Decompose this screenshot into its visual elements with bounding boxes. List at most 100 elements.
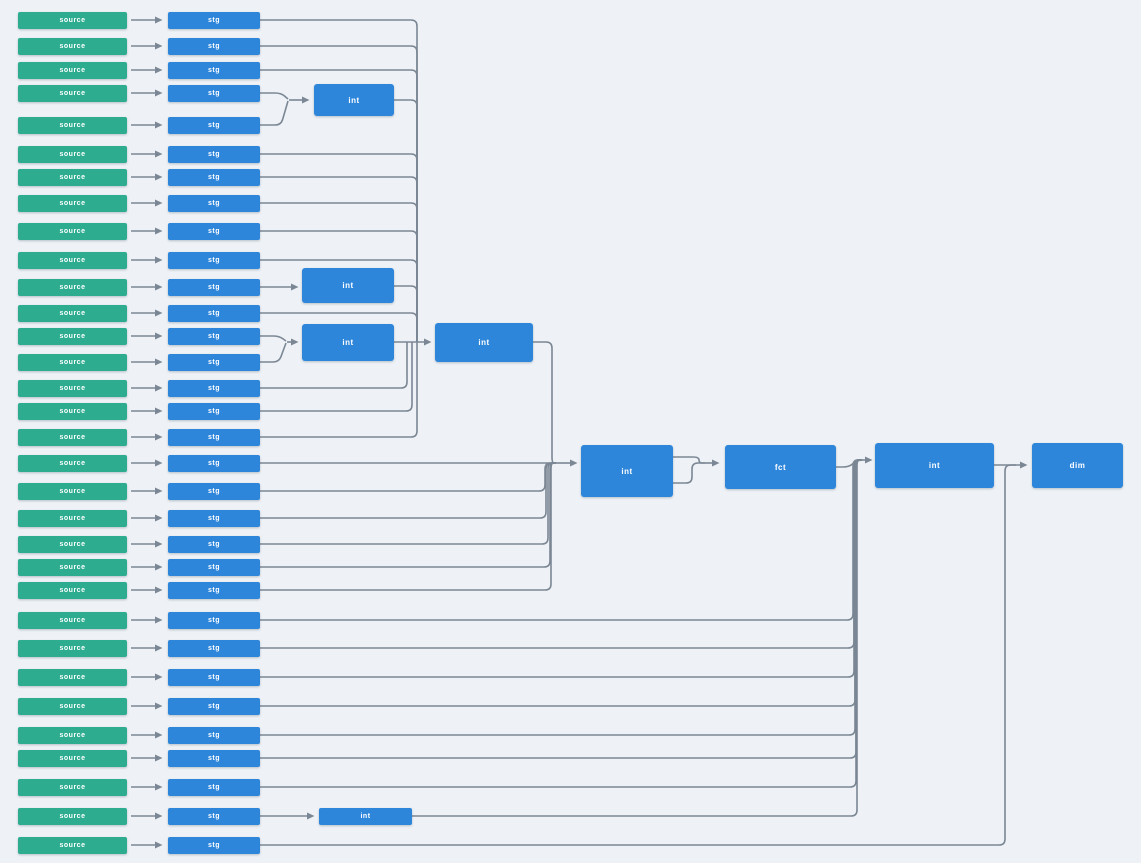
node-stg-29[interactable]: stg bbox=[168, 750, 260, 767]
node-stg-02[interactable]: stg bbox=[168, 38, 260, 55]
edge-line bbox=[533, 341, 556, 464]
node-src-06[interactable]: source bbox=[18, 146, 127, 163]
node-src-12[interactable]: source bbox=[18, 305, 127, 322]
node-stg-04[interactable]: stg bbox=[168, 85, 260, 102]
node-src-03[interactable]: source bbox=[18, 62, 127, 79]
node-src-02[interactable]: source bbox=[18, 38, 127, 55]
node-stg-03[interactable]: stg bbox=[168, 62, 260, 79]
node-src-32[interactable]: source bbox=[18, 837, 127, 854]
node-label: stg bbox=[208, 617, 220, 624]
node-stg-16[interactable]: stg bbox=[168, 403, 260, 420]
node-stg-26[interactable]: stg bbox=[168, 669, 260, 686]
node-label: source bbox=[59, 842, 86, 849]
node-stg-12[interactable]: stg bbox=[168, 305, 260, 322]
node-label: int bbox=[348, 95, 360, 105]
edge-line bbox=[394, 285, 418, 342]
node-src-28[interactable]: source bbox=[18, 727, 127, 744]
node-src-24[interactable]: source bbox=[18, 612, 127, 629]
node-src-30[interactable]: source bbox=[18, 779, 127, 796]
node-src-20[interactable]: source bbox=[18, 510, 127, 527]
node-stg-18[interactable]: stg bbox=[168, 455, 260, 472]
node-label: int bbox=[342, 281, 354, 290]
edge-line bbox=[260, 462, 556, 492]
node-int-a[interactable]: int bbox=[314, 84, 394, 116]
node-src-26[interactable]: source bbox=[18, 669, 127, 686]
node-stg-22[interactable]: stg bbox=[168, 559, 260, 576]
node-src-16[interactable]: source bbox=[18, 403, 127, 420]
node-stg-24[interactable]: stg bbox=[168, 612, 260, 629]
node-label: stg bbox=[208, 784, 220, 791]
node-stg-06[interactable]: stg bbox=[168, 146, 260, 163]
node-stg-28[interactable]: stg bbox=[168, 727, 260, 744]
node-src-17[interactable]: source bbox=[18, 429, 127, 446]
node-label: dim bbox=[1069, 461, 1086, 470]
node-src-21[interactable]: source bbox=[18, 536, 127, 553]
node-fct[interactable]: fct bbox=[725, 445, 836, 489]
node-stg-01[interactable]: stg bbox=[168, 12, 260, 29]
node-stg-31[interactable]: stg bbox=[168, 808, 260, 825]
node-src-15[interactable]: source bbox=[18, 380, 127, 397]
node-src-11[interactable]: source bbox=[18, 279, 127, 296]
node-src-10[interactable]: source bbox=[18, 252, 127, 269]
node-label: source bbox=[59, 90, 86, 97]
node-label: stg bbox=[208, 359, 220, 366]
node-src-27[interactable]: source bbox=[18, 698, 127, 715]
edge-line bbox=[260, 459, 862, 759]
node-stg-09[interactable]: stg bbox=[168, 223, 260, 240]
node-int-e[interactable]: int bbox=[581, 445, 673, 497]
node-stg-14[interactable]: stg bbox=[168, 354, 260, 371]
edge-line bbox=[260, 462, 556, 591]
node-src-19[interactable]: source bbox=[18, 483, 127, 500]
node-stg-21[interactable]: stg bbox=[168, 536, 260, 553]
node-src-31[interactable]: source bbox=[18, 808, 127, 825]
edge-line bbox=[260, 462, 556, 568]
node-int-g[interactable]: int bbox=[319, 808, 412, 825]
node-label: stg bbox=[208, 122, 220, 129]
node-stg-19[interactable]: stg bbox=[168, 483, 260, 500]
node-label: source bbox=[59, 541, 86, 548]
node-src-07[interactable]: source bbox=[18, 169, 127, 186]
node-stg-07[interactable]: stg bbox=[168, 169, 260, 186]
node-stg-32[interactable]: stg bbox=[168, 837, 260, 854]
node-src-01[interactable]: source bbox=[18, 12, 127, 29]
node-label: stg bbox=[208, 587, 220, 594]
node-src-14[interactable]: source bbox=[18, 354, 127, 371]
node-int-f[interactable]: int bbox=[875, 443, 994, 488]
node-stg-15[interactable]: stg bbox=[168, 380, 260, 397]
node-src-13[interactable]: source bbox=[18, 328, 127, 345]
node-src-23[interactable]: source bbox=[18, 582, 127, 599]
node-label: stg bbox=[208, 732, 220, 739]
node-stg-23[interactable]: stg bbox=[168, 582, 260, 599]
node-src-09[interactable]: source bbox=[18, 223, 127, 240]
node-stg-20[interactable]: stg bbox=[168, 510, 260, 527]
node-label: fct bbox=[774, 462, 787, 472]
node-src-22[interactable]: source bbox=[18, 559, 127, 576]
node-dim[interactable]: dim bbox=[1032, 443, 1123, 488]
edge-line bbox=[260, 459, 862, 707]
node-src-08[interactable]: source bbox=[18, 195, 127, 212]
node-label: source bbox=[59, 151, 86, 158]
node-int-d[interactable]: int bbox=[435, 323, 533, 362]
node-int-b[interactable]: int bbox=[302, 268, 394, 303]
node-stg-25[interactable]: stg bbox=[168, 640, 260, 657]
node-stg-30[interactable]: stg bbox=[168, 779, 260, 796]
node-stg-10[interactable]: stg bbox=[168, 252, 260, 269]
node-src-05[interactable]: source bbox=[18, 117, 127, 134]
node-stg-13[interactable]: stg bbox=[168, 328, 260, 345]
edge-line bbox=[260, 459, 862, 788]
node-src-29[interactable]: source bbox=[18, 750, 127, 767]
edge-line bbox=[260, 69, 418, 342]
node-int-c[interactable]: int bbox=[302, 324, 394, 361]
node-label: stg bbox=[208, 200, 220, 207]
node-stg-27[interactable]: stg bbox=[168, 698, 260, 715]
node-stg-08[interactable]: stg bbox=[168, 195, 260, 212]
node-src-04[interactable]: source bbox=[18, 85, 127, 102]
node-src-18[interactable]: source bbox=[18, 455, 127, 472]
node-label: source bbox=[59, 67, 86, 74]
node-label: stg bbox=[208, 174, 220, 181]
node-src-25[interactable]: source bbox=[18, 640, 127, 657]
node-stg-17[interactable]: stg bbox=[168, 429, 260, 446]
node-stg-05[interactable]: stg bbox=[168, 117, 260, 134]
node-stg-11[interactable]: stg bbox=[168, 279, 260, 296]
